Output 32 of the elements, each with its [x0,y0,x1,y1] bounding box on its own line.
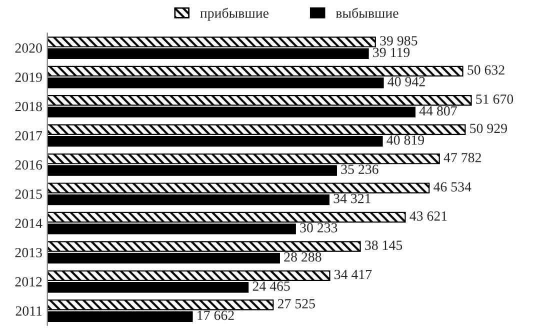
data-label: 35 236 [341,164,378,174]
data-label: 40 819 [386,135,424,145]
y-tick-label: 2016 [15,160,42,170]
data-label: 34 417 [334,270,372,280]
y-tick-label: 2017 [15,131,42,140]
y-tick-label: 2012 [15,277,42,286]
data-label: 24 465 [252,282,290,291]
data-label: 50 929 [470,124,507,134]
y-tick-label: 2018 [15,102,42,112]
data-label: 27 525 [278,299,315,308]
y-tick-label: 2015 [15,189,42,199]
data-label: 17 662 [198,310,234,320]
data-label: 50 632 [468,65,504,75]
y-tick-label: 2019 [15,72,42,82]
y-tick-label: 2011 [16,306,42,316]
data-label: 43 621 [410,211,447,221]
data-label: 39 985 [380,36,418,46]
data-label: 38 145 [365,240,402,250]
data-label: 28 288 [284,252,322,262]
data-label: 34 321 [334,194,370,204]
y-tick-label: 2014 [15,218,42,228]
legend-label: прибывшие [200,8,268,21]
y-tick-label: 2013 [15,248,42,258]
legend-label: выбывшие [336,8,398,18]
y-tick-label: 2020 [15,43,42,53]
data-label: 44 807 [419,106,457,116]
data-label: 40 942 [388,76,425,86]
data-label: 46 534 [434,182,472,192]
data-label: 47 782 [444,152,481,162]
data-label: 39 119 [373,48,410,58]
data-label: 51 670 [476,94,514,104]
data-label: 30 233 [300,223,338,232]
